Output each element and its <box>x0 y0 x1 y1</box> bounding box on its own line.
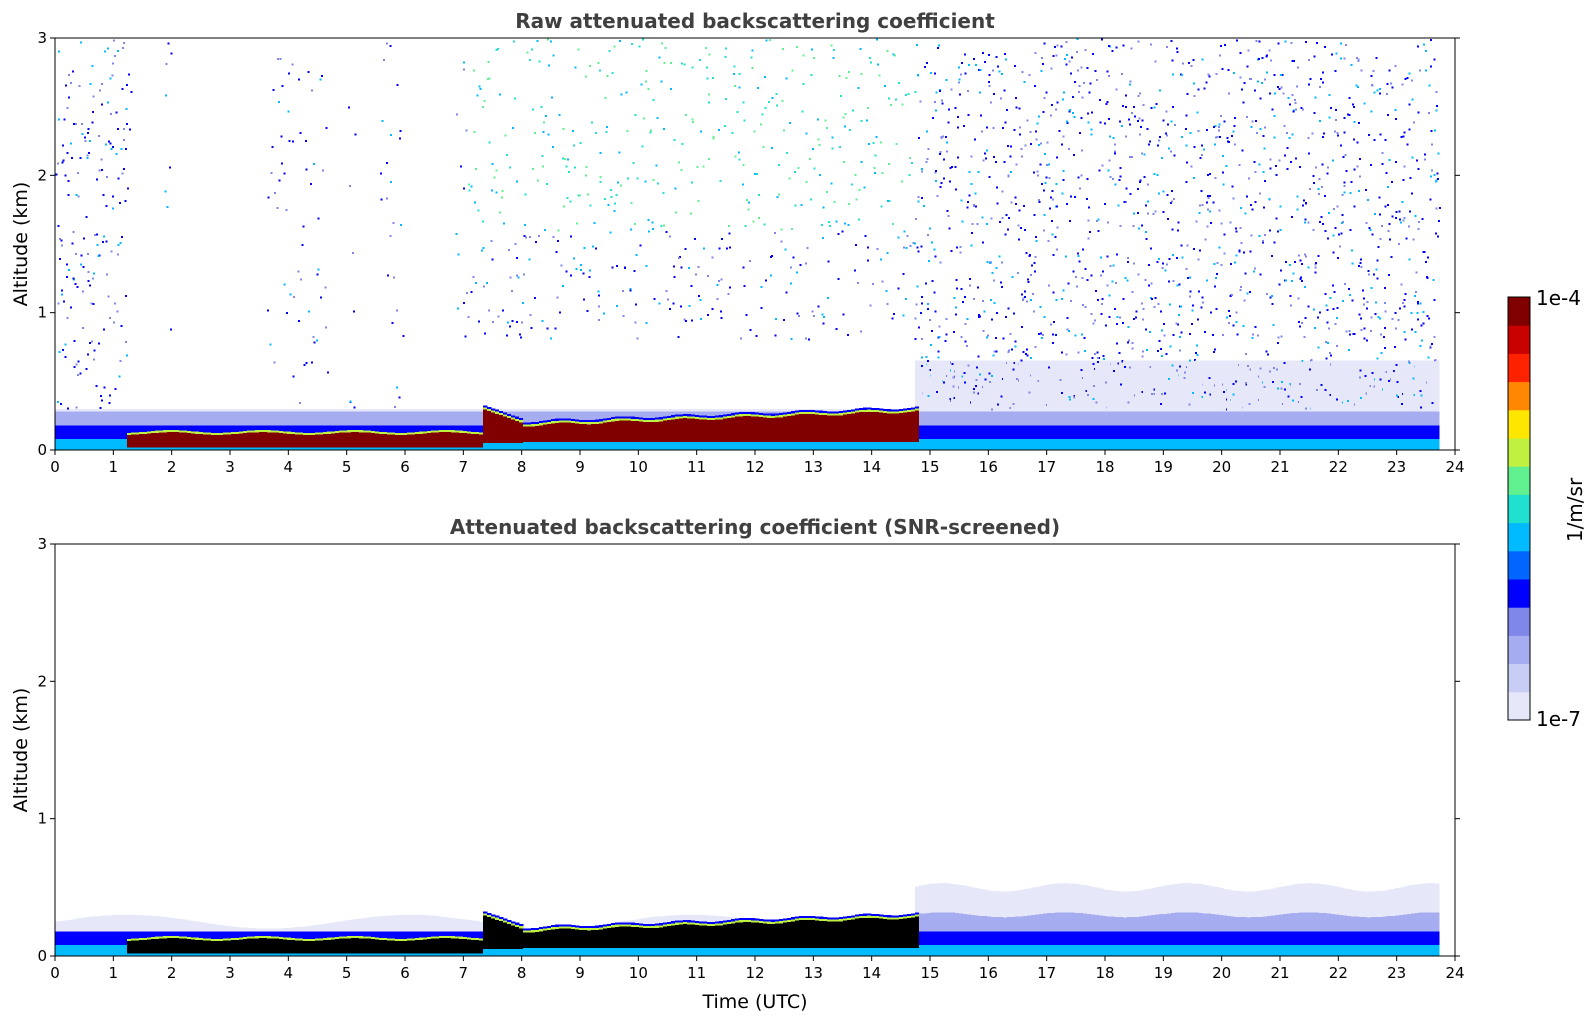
colorbar-scale <box>1508 297 1530 721</box>
colorbar-max-label: 1e-4 <box>1536 286 1581 310</box>
x-tick-label: 2 <box>167 964 177 982</box>
x-tick-label: 11 <box>687 964 706 982</box>
colorbar-step <box>1508 466 1530 495</box>
x-tick-label: 18 <box>1095 458 1114 476</box>
panel-raw-heatmap <box>55 38 1441 450</box>
colorbar-min-label: 1e-7 <box>1536 707 1581 731</box>
colorbar-frame <box>1507 296 1531 721</box>
colorbar-step <box>1508 325 1530 354</box>
x-tick-label: 8 <box>517 458 527 476</box>
x-tick-label: 15 <box>920 458 939 476</box>
x-tick-label: 0 <box>50 458 60 476</box>
x-tick-label: 6 <box>400 458 410 476</box>
x-tick-label: 5 <box>342 964 352 982</box>
x-tick-label: 20 <box>1212 964 1231 982</box>
x-tick-label: 20 <box>1212 458 1231 476</box>
x-tick-label: 6 <box>400 964 410 982</box>
y-tick-label: 1 <box>37 304 47 322</box>
colorbar-step <box>1508 494 1530 524</box>
y-tick-label: 2 <box>37 672 47 690</box>
panel-raw-x-ticks: 0 1 2 3 4 5 6 7 8 9 10 11 12 13 14 15 16 17 18 19 20 21 22 23 24 <box>50 450 1465 476</box>
x-tick-label: 13 <box>804 964 823 982</box>
x-tick-label: 10 <box>629 964 648 982</box>
x-tick-label: 17 <box>1037 964 1056 982</box>
panel-raw-y-label: Altitude (km) <box>10 182 32 307</box>
colorbar-step <box>1508 663 1530 693</box>
x-tick-label: 19 <box>1154 458 1173 476</box>
x-tick-label: 1 <box>109 964 119 982</box>
colorbar: 1e-4 1e-7 1/m/sr <box>1507 286 1587 731</box>
y-tick-label: 1 <box>37 810 47 828</box>
y-tick-label: 0 <box>37 441 47 459</box>
x-tick-label: 22 <box>1329 458 1348 476</box>
x-tick-label: 10 <box>629 458 648 476</box>
x-tick-label: 24 <box>1445 964 1464 982</box>
x-tick-label: 24 <box>1445 458 1464 476</box>
x-tick-label: 14 <box>862 458 881 476</box>
x-tick-label: 9 <box>575 964 585 982</box>
colorbar-step <box>1508 297 1530 326</box>
y-tick-label: 3 <box>37 535 47 553</box>
x-tick-label: 8 <box>517 964 527 982</box>
y-tick-label: 3 <box>37 29 47 47</box>
colorbar-step <box>1508 691 1530 721</box>
x-tick-label: 9 <box>575 458 585 476</box>
panel-screened-y-label: Altitude (km) <box>10 688 32 813</box>
colorbar-step <box>1508 409 1530 439</box>
x-tick-label: 18 <box>1095 964 1114 982</box>
x-tick-label: 7 <box>459 964 469 982</box>
y-tick-label: 2 <box>37 166 47 184</box>
panel-screened-title: Attenuated backscattering coefficient (S… <box>450 515 1060 539</box>
x-tick-label: 16 <box>979 458 998 476</box>
colorbar-step <box>1508 353 1530 383</box>
x-tick-label: 11 <box>687 458 706 476</box>
panel-raw-title: Raw attenuated backscattering coefficien… <box>515 9 995 33</box>
x-tick-label: 2 <box>167 458 177 476</box>
x-tick-label: 5 <box>342 458 352 476</box>
panel-screened: Attenuated backscattering coefficient (S… <box>10 515 1465 1013</box>
colorbar-unit-label: 1/m/sr <box>1563 477 1587 542</box>
x-tick-label: 3 <box>225 458 235 476</box>
x-tick-label: 14 <box>862 964 881 982</box>
x-tick-label: 13 <box>804 458 823 476</box>
colorbar-step <box>1508 579 1530 608</box>
x-tick-label: 3 <box>225 964 235 982</box>
x-tick-label: 15 <box>920 964 939 982</box>
x-tick-label: 21 <box>1270 964 1289 982</box>
x-tick-label: 22 <box>1329 964 1348 982</box>
x-tick-label: 12 <box>745 458 764 476</box>
panel-screened-heatmap <box>55 883 1440 956</box>
x-tick-label: 7 <box>459 458 469 476</box>
x-axis-label: Time (UTC) <box>701 991 807 1013</box>
colorbar-step <box>1508 550 1530 580</box>
colorbar-step <box>1508 607 1530 636</box>
colorbar-step <box>1508 438 1530 467</box>
x-tick-label: 21 <box>1270 458 1289 476</box>
x-tick-label: 4 <box>284 458 294 476</box>
x-tick-label: 4 <box>284 964 294 982</box>
panel-screened-x-ticks: 0 1 2 3 4 5 6 7 8 9 10 11 12 13 14 15 16 17 18 19 20 21 22 23 24 <box>50 956 1465 982</box>
panel-screened-y-ticks: 0 1 2 3 <box>37 535 1460 965</box>
x-tick-label: 23 <box>1387 458 1406 476</box>
y-tick-label: 0 <box>37 947 47 965</box>
colorbar-step <box>1508 635 1530 665</box>
x-tick-label: 19 <box>1154 964 1173 982</box>
x-tick-label: 16 <box>979 964 998 982</box>
colorbar-step <box>1508 522 1530 552</box>
x-tick-label: 1 <box>109 458 119 476</box>
x-tick-label: 12 <box>745 964 764 982</box>
x-tick-label: 23 <box>1387 964 1406 982</box>
panel-raw-y-ticks: 0 1 2 3 <box>37 29 1460 459</box>
colorbar-step <box>1508 381 1530 411</box>
panel-raw: Raw attenuated backscattering coefficien… <box>10 9 1465 476</box>
x-tick-label: 17 <box>1037 458 1056 476</box>
x-tick-label: 0 <box>50 964 60 982</box>
